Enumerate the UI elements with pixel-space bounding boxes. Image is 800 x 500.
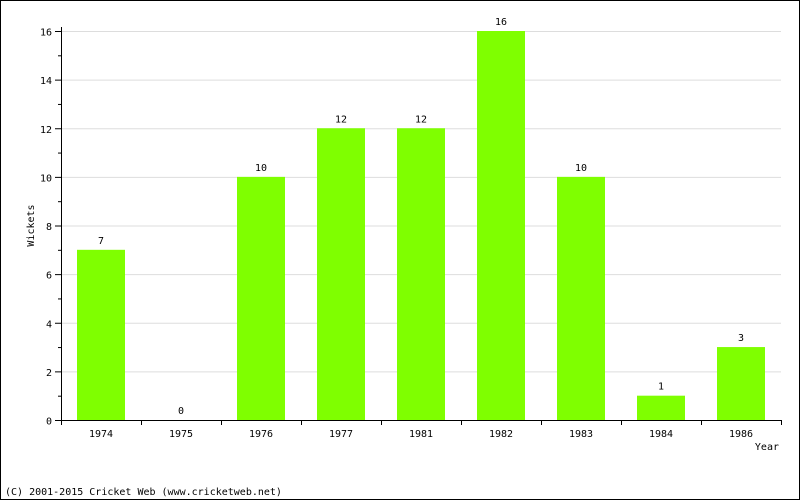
x-tick-label: 1983 xyxy=(569,429,593,440)
data-label: 12 xyxy=(415,114,427,125)
y-tick-label: 0 xyxy=(46,417,52,428)
copyright-footer: (C) 2001-2015 Cricket Web (www.cricketwe… xyxy=(5,487,282,498)
bar xyxy=(237,176,285,420)
data-label: 10 xyxy=(575,163,587,174)
x-tick-label: 1982 xyxy=(489,429,513,440)
bar xyxy=(477,31,525,420)
y-tick-label: 12 xyxy=(40,125,52,136)
x-tick-label: 1976 xyxy=(249,429,273,440)
x-tick-label: 1984 xyxy=(649,429,673,440)
bar xyxy=(77,249,125,420)
x-tick-label: 1974 xyxy=(89,429,113,440)
x-tick-label: 1986 xyxy=(729,429,753,440)
bars: 7 0 10 12 12 16 10 1 3 xyxy=(77,17,765,420)
x-axis-label: Year xyxy=(755,442,779,453)
data-label: 1 xyxy=(658,382,664,393)
data-label: 12 xyxy=(335,114,347,125)
bar xyxy=(717,347,765,420)
y-tick-label: 6 xyxy=(46,271,52,282)
y-tick-label: 14 xyxy=(40,76,52,87)
bar xyxy=(637,395,685,420)
data-label: 3 xyxy=(738,333,744,344)
y-axis-label: Wickets xyxy=(26,204,37,246)
data-label: 10 xyxy=(255,163,267,174)
y-tick-label: 16 xyxy=(40,28,52,39)
data-label: 16 xyxy=(495,17,507,28)
y-tick-label: 8 xyxy=(46,222,52,233)
bar xyxy=(557,176,605,420)
y-tick-label: 2 xyxy=(46,368,52,379)
x-tick-label: 1977 xyxy=(329,429,353,440)
x-tick-label: 1981 xyxy=(409,429,433,440)
bar xyxy=(397,128,445,420)
data-label: 7 xyxy=(98,236,104,247)
x-tick-label: 1975 xyxy=(169,429,193,440)
bar xyxy=(317,128,365,420)
y-tick-label: 10 xyxy=(40,173,52,184)
data-label: 0 xyxy=(178,406,184,417)
y-tick-label: 4 xyxy=(46,319,52,330)
